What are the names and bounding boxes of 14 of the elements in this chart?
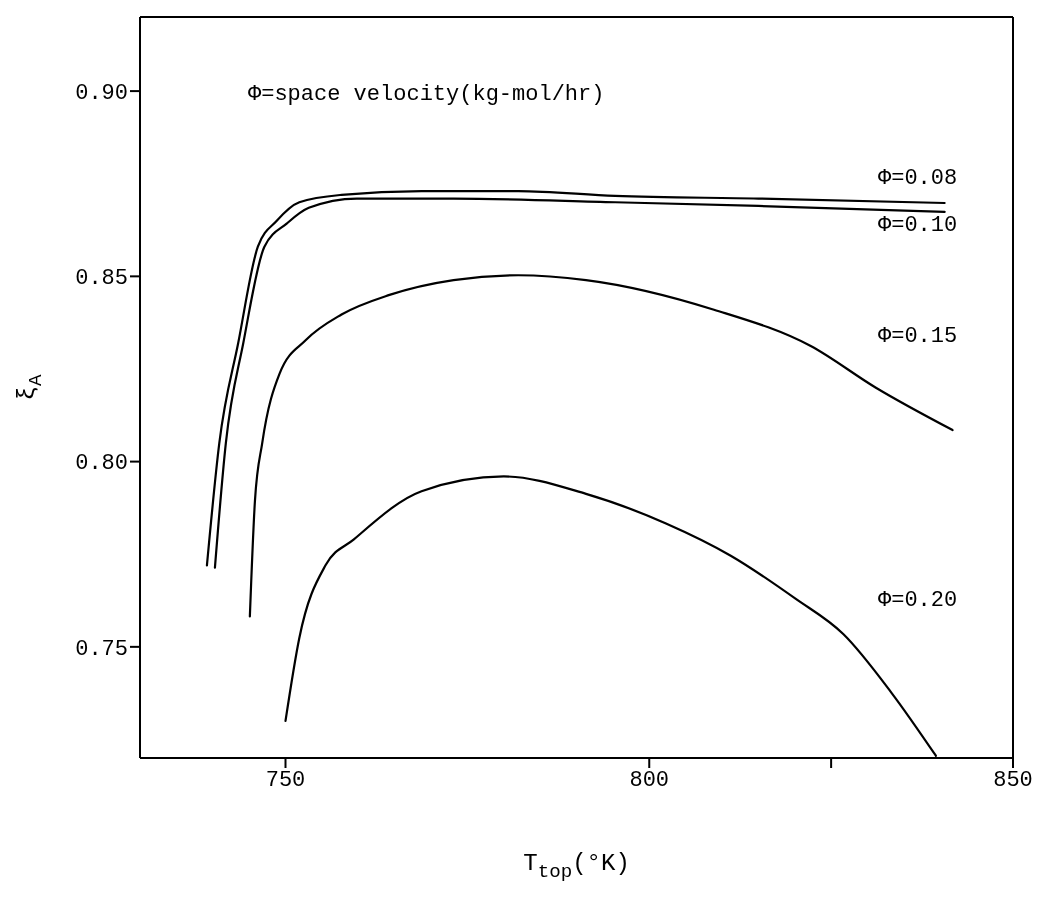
x-tick-label: 750 bbox=[265, 767, 306, 793]
x-tick-label: 850 bbox=[993, 767, 1033, 793]
y-tick-label: 0.75 bbox=[75, 636, 128, 662]
annotation: Φ=0.10 bbox=[878, 213, 958, 238]
y-tick-label: 0.90 bbox=[75, 80, 128, 106]
annotation: Φ=space velocity(kg-mol/hr) bbox=[248, 82, 605, 107]
y-tick-label: 0.85 bbox=[75, 266, 128, 292]
annotation: Φ=0.20 bbox=[878, 588, 958, 613]
x-tick-label: 800 bbox=[629, 767, 670, 793]
x-axis-title: T$_{top}$(°K) bbox=[523, 850, 630, 883]
annotation: Φ=0.15 bbox=[878, 324, 958, 349]
y-tick-label: 0.80 bbox=[75, 451, 128, 477]
annotation: Φ=0.08 bbox=[878, 166, 958, 191]
line-series bbox=[248, 274, 954, 618]
